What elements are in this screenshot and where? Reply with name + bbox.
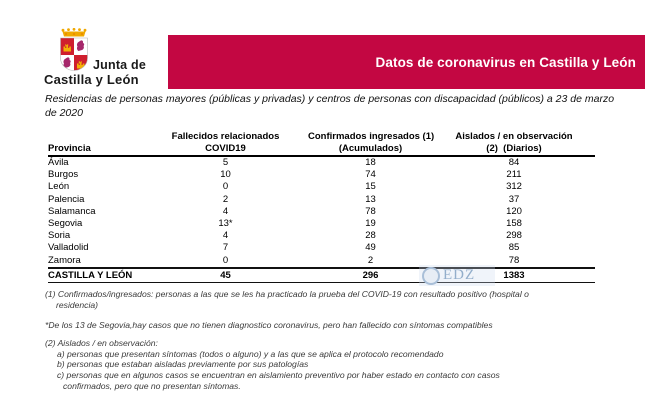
value-cell: 28	[365, 230, 376, 242]
table-row: Palencia 2 13 37	[48, 194, 595, 206]
footnote-2-item-b: b) personas que estaban aisladas previam…	[57, 359, 309, 370]
header-line: Provincia	[48, 142, 91, 154]
value-cell: 4	[222, 205, 229, 217]
footnote-segovia-text: *De los 13 de Segovia,hay casos que no t…	[45, 320, 493, 330]
footnote-segovia: *De los 13 de Segovia,hay casos que no t…	[45, 320, 630, 331]
value-cell: 15	[365, 181, 376, 193]
value-cell: 84	[508, 157, 520, 168]
value-cell: 18	[365, 157, 376, 168]
junta-logo: Junta de Castilla y León	[44, 27, 174, 89]
footnote-1: (1) Confirmados/ingresados: personas a l…	[45, 289, 630, 310]
footnote-2-item-c: c) personas que en algunos casos se encu…	[57, 370, 500, 381]
column-header-fallecidos: Fallecidos relacionados COVID19	[143, 131, 308, 157]
value-cell: 19	[365, 218, 376, 230]
total-label: CASTILLA Y LEÓN	[48, 266, 143, 283]
value-cell: 312	[506, 181, 522, 193]
total-aislados: 1383	[433, 266, 595, 283]
value-cell: 298	[506, 230, 522, 242]
value-cell: 5	[222, 157, 229, 168]
watermark-circle-icon	[422, 266, 440, 285]
value-cell: 74	[365, 169, 376, 181]
footnote-2: (2) Aislados / en observación: a) person…	[45, 338, 630, 392]
table-row: Burgos 10 74 211	[48, 169, 595, 181]
value-cell: 0	[222, 181, 229, 193]
report-subtitle: Residencias de personas mayores (pública…	[45, 93, 615, 119]
value-cell: 78	[508, 254, 520, 266]
header-row: Provincia Fallecidos relacionados COVID1…	[48, 131, 595, 157]
value-cell: 78	[365, 205, 376, 217]
province-name: Zamora	[48, 254, 81, 266]
column-header-provincia: Provincia	[48, 131, 143, 157]
footnote-2-item-c-cont: confirmados, pero que no presentan sínto…	[63, 380, 241, 391]
header-line: (2) (Diarios)	[486, 142, 542, 154]
header-line: (Acumulados)	[338, 142, 403, 154]
province-name: Valladolid	[48, 242, 89, 254]
column-header-confirmados: Confirmados ingresados (1) (Acumulados)	[308, 131, 435, 157]
value-cell: 13	[365, 193, 376, 205]
footnote-2-item-a: a) personas que presentan síntomas (todo…	[57, 348, 444, 359]
total-fallecidos: 45	[143, 266, 308, 283]
table-row: Valladolid 7 49 85	[48, 242, 595, 254]
watermark-text: EDZ	[443, 267, 476, 283]
value-cell: 13*	[218, 218, 233, 230]
edz-watermark: EDZ	[419, 265, 495, 286]
value-cell: 4	[222, 230, 229, 242]
table-row: Soria 4 28 298	[48, 230, 595, 242]
value-cell: 37	[508, 193, 520, 205]
province-name: Burgos	[48, 169, 79, 181]
logo-text-line2: Castilla y León	[44, 72, 139, 87]
junta-coat-of-arms-icon	[60, 28, 88, 71]
table-row: Segovia 13* 19 158	[48, 218, 595, 230]
value-cell: 7	[222, 242, 229, 254]
data-table-container: Provincia Fallecidos relacionados COVID1…	[48, 131, 595, 283]
value-cell: 2	[367, 254, 374, 266]
value-cell: 2	[222, 193, 229, 205]
total-row: CASTILLA Y LEÓN 45 296 1383	[48, 266, 595, 283]
table-body: Ávila 5 18 84 Burgos 10 74 211 León 0 15 312 Palenci…	[48, 156, 595, 268]
header-line: COVID19	[205, 142, 246, 154]
header-line: Confirmados ingresados (1)	[308, 131, 435, 142]
value-cell: 120	[506, 205, 522, 217]
province-name: Salamanca	[48, 205, 96, 217]
footnote-2-title: (2) Aislados / en observación:	[45, 338, 158, 348]
value-cell: 10	[220, 169, 231, 181]
table-row: Ávila 5 18 84	[48, 156, 595, 169]
value-cell: 49	[365, 242, 376, 254]
province-name: Ávila	[48, 157, 69, 168]
column-header-aislados: Aislados / en observación (2) (Diarios)	[433, 131, 595, 157]
logo-text-line1: Junta de	[93, 58, 146, 72]
value-cell: 158	[506, 218, 522, 230]
banner-title: Datos de coronavirus en Castilla y León	[375, 54, 636, 70]
table-row: Zamora 0 2 78	[48, 255, 595, 268]
footnote-1-line1: (1) Confirmados/ingresados: personas a l…	[45, 289, 529, 299]
table-row: Salamanca 4 78 120	[48, 206, 595, 218]
covid-data-table: Provincia Fallecidos relacionados COVID1…	[48, 131, 595, 283]
total-confirmados: 296	[308, 266, 433, 283]
header-line: Fallecidos relacionados	[171, 131, 280, 142]
footnote-1-line2: residencia)	[56, 299, 99, 310]
header-line: Aislados / en observación	[455, 131, 573, 142]
province-name: Palencia	[48, 193, 85, 205]
value-cell: 211	[506, 169, 522, 181]
red-title-banner: Datos de coronavirus en Castilla y León	[168, 35, 645, 89]
province-name: León	[48, 181, 70, 193]
table-row: León 0 15 312	[48, 181, 595, 193]
province-name: Soria	[48, 230, 71, 242]
value-cell: 85	[508, 242, 520, 254]
value-cell: 0	[222, 254, 229, 266]
province-name: Segovia	[48, 218, 83, 230]
